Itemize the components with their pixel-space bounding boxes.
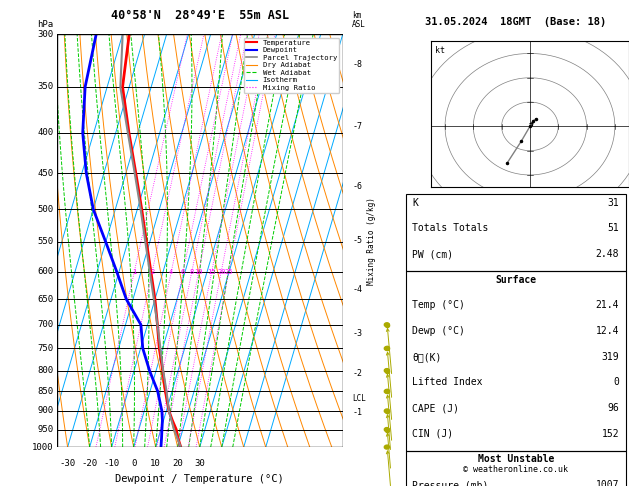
Text: LCL: LCL	[352, 394, 366, 403]
Text: -2: -2	[352, 369, 362, 379]
Text: 500: 500	[37, 205, 53, 214]
Text: 2: 2	[150, 269, 154, 275]
Text: 700: 700	[37, 320, 53, 329]
Text: 2.48: 2.48	[596, 249, 619, 259]
Text: Dewpoint / Temperature (°C): Dewpoint / Temperature (°C)	[115, 474, 284, 484]
Text: -10: -10	[104, 459, 120, 469]
Text: CIN (J): CIN (J)	[413, 429, 454, 439]
Text: -7: -7	[352, 122, 362, 131]
Text: -3: -3	[352, 329, 362, 338]
Text: 0: 0	[131, 459, 136, 469]
Text: 96: 96	[608, 403, 619, 413]
Text: 650: 650	[37, 295, 53, 304]
Text: PW (cm): PW (cm)	[413, 249, 454, 259]
Text: Temp (°C): Temp (°C)	[413, 300, 465, 311]
Text: 15: 15	[208, 269, 216, 275]
Text: 300: 300	[37, 30, 53, 38]
Text: 25: 25	[225, 269, 233, 275]
Text: -4: -4	[352, 285, 362, 294]
Text: hPa: hPa	[37, 20, 53, 29]
Text: 800: 800	[37, 366, 53, 375]
Text: 31.05.2024  18GMT  (Base: 18): 31.05.2024 18GMT (Base: 18)	[425, 17, 606, 27]
Text: 950: 950	[37, 425, 53, 434]
Bar	[406, 194, 626, 271]
Text: Most Unstable: Most Unstable	[477, 454, 554, 464]
Text: 0: 0	[613, 377, 619, 387]
Text: 12.4: 12.4	[596, 326, 619, 336]
Text: -6: -6	[352, 182, 362, 191]
Text: Surface: Surface	[495, 275, 537, 285]
Legend: Temperature, Dewpoint, Parcel Trajectory, Dry Adiabat, Wet Adiabat, Isotherm, Mi: Temperature, Dewpoint, Parcel Trajectory…	[244, 37, 339, 93]
Text: 1: 1	[132, 269, 136, 275]
Text: K: K	[413, 198, 418, 208]
Text: kt: kt	[435, 46, 445, 55]
Text: 319: 319	[601, 352, 619, 362]
Text: 850: 850	[37, 387, 53, 396]
Text: 600: 600	[37, 267, 53, 277]
Text: 450: 450	[37, 169, 53, 178]
Text: Totals Totals: Totals Totals	[413, 224, 489, 233]
Text: 51: 51	[608, 224, 619, 233]
Text: -5: -5	[352, 236, 362, 244]
Text: 30: 30	[194, 459, 205, 469]
Text: 40°58'N  28°49'E  55m ASL: 40°58'N 28°49'E 55m ASL	[111, 9, 289, 22]
Text: 350: 350	[37, 83, 53, 91]
Text: Mixing Ratio (g/kg): Mixing Ratio (g/kg)	[367, 197, 376, 284]
Text: km
ASL: km ASL	[352, 11, 366, 29]
Text: 400: 400	[37, 128, 53, 137]
Text: 31: 31	[608, 198, 619, 208]
Text: 750: 750	[37, 344, 53, 353]
Text: Pressure (mb): Pressure (mb)	[413, 480, 489, 486]
Text: -30: -30	[60, 459, 75, 469]
Text: -1: -1	[352, 408, 362, 417]
Text: 152: 152	[601, 429, 619, 439]
Text: 8: 8	[190, 269, 194, 275]
Text: Lifted Index: Lifted Index	[413, 377, 483, 387]
Text: 900: 900	[37, 406, 53, 416]
Bar	[406, 271, 626, 451]
Text: 550: 550	[37, 238, 53, 246]
Text: CAPE (J): CAPE (J)	[413, 403, 459, 413]
Text: 6: 6	[181, 269, 185, 275]
Text: © weatheronline.co.uk: © weatheronline.co.uk	[464, 465, 568, 474]
Text: -8: -8	[352, 60, 362, 69]
Bar	[406, 451, 626, 486]
Bar	[57, 34, 343, 447]
Text: 20: 20	[172, 459, 183, 469]
Text: 21.4: 21.4	[596, 300, 619, 311]
Text: 1007: 1007	[596, 480, 619, 486]
Text: -20: -20	[82, 459, 97, 469]
Text: 4: 4	[169, 269, 174, 275]
Text: 1000: 1000	[32, 443, 53, 451]
Text: θᴇ(K): θᴇ(K)	[413, 352, 442, 362]
Text: Dewp (°C): Dewp (°C)	[413, 326, 465, 336]
Text: 20: 20	[217, 269, 225, 275]
Text: 10: 10	[194, 269, 203, 275]
Text: 10: 10	[150, 459, 161, 469]
